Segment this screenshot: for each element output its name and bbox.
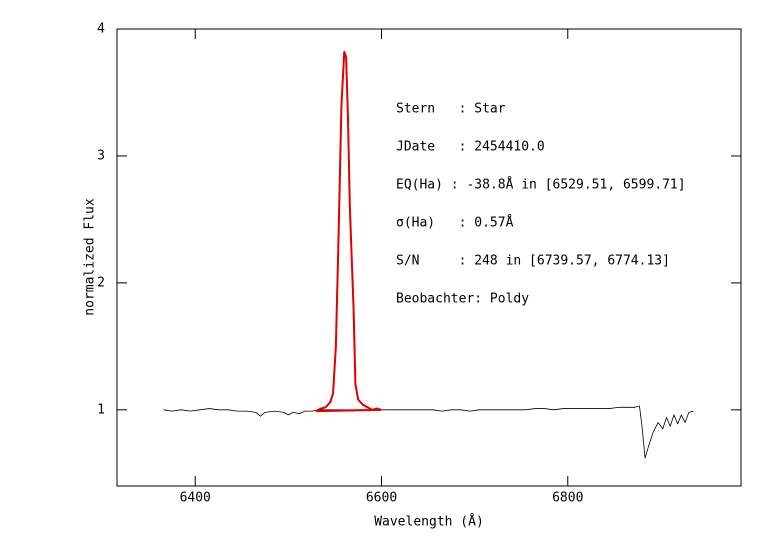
y-tick-label: 1	[97, 402, 105, 417]
annotation: σ(Ha) : 0.57Å	[396, 215, 514, 231]
annotation: EQ(Ha) : -38.8Å in [6529.51, 6599.71]	[396, 177, 686, 193]
x-axis-label: Wavelength (Å)	[374, 514, 484, 530]
annotation: JDate : 2454410.0	[396, 140, 545, 155]
y-tick-label: 2	[97, 275, 105, 290]
plot-frame	[116, 28, 742, 487]
series-line	[163, 405, 694, 459]
y-tick-label: 3	[97, 148, 105, 163]
x-tick-label: 6800	[552, 491, 583, 506]
series-line	[315, 408, 382, 413]
annotation: Stern : Star	[396, 102, 506, 117]
x-tick-label: 6400	[180, 491, 211, 506]
y-tick-label: 4	[97, 22, 105, 37]
y-axis-label: normalized Flux	[83, 198, 98, 316]
annotation: S/N : 248 in [6739.57, 6774.13]	[396, 254, 670, 269]
annotation: Beobachter: Poldy	[396, 292, 529, 307]
x-tick-label: 6600	[366, 491, 397, 506]
series-line	[315, 50, 382, 412]
